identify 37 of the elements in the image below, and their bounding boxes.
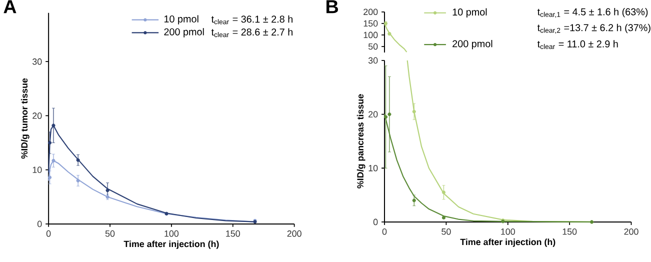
annotation: t$_{clear}$ = 11.0 ± 2.9 h (537, 40, 618, 50)
legend-label: 10 pmol (452, 8, 487, 18)
x-axis-title: Time after injection (h) (460, 238, 556, 248)
x-axis-title: Time after injection (h) (124, 240, 219, 250)
y-tick-label: 30 (368, 57, 378, 64)
chart-title: B (326, 0, 338, 14)
x-tick-label: 50 (105, 230, 115, 237)
y-tick-label: 20 (368, 111, 378, 118)
y-tick-label: 150 (364, 20, 378, 27)
x-tick-label: 150 (562, 228, 577, 235)
y-axis-title: %ID/g tumor tissue (20, 78, 30, 159)
y-tick-label: 0 (373, 218, 378, 226)
annotation: t$_{clear,1}$ = 4.5 ± 1.6 h (63%) (537, 8, 648, 18)
legend-label: 200 pmol (164, 28, 204, 38)
y-tick-label: 10 (32, 166, 42, 174)
y-tick-label: 30 (32, 58, 42, 65)
y-axis-title: %ID/g pancreas tissue (356, 94, 366, 189)
y-tick-label: 100 (364, 32, 378, 38)
legend-label: 200 pmol (452, 40, 492, 50)
x-tick-label: 150 (226, 230, 240, 237)
annotation: t$_{clear}$ = 28.6 ± 2.7 h (211, 28, 292, 38)
annotation: t$_{clear,2}$ =13.7 ± 6.2 h (37%) (537, 24, 650, 34)
x-tick-label: 100 (501, 228, 515, 235)
y-tick-label: 200 (364, 8, 378, 16)
x-tick-label: 200 (624, 228, 638, 235)
y-tick-label: 10 (368, 165, 378, 172)
y-tick-label: 50 (368, 44, 378, 50)
x-tick-label: 200 (287, 230, 302, 237)
annotation: t$_{clear}$ = 36.1 ± 2.8 h (211, 16, 292, 24)
x-tick-label: 0 (382, 228, 387, 235)
y-tick-label: 0 (37, 220, 42, 228)
chart-title: A (4, 0, 16, 14)
x-tick-label: 100 (164, 230, 179, 237)
y-tick-label: 20 (32, 112, 42, 120)
x-tick-label: 50 (442, 228, 451, 235)
legend-label: 10 pmol (164, 15, 198, 25)
x-tick-label: 0 (46, 230, 51, 237)
